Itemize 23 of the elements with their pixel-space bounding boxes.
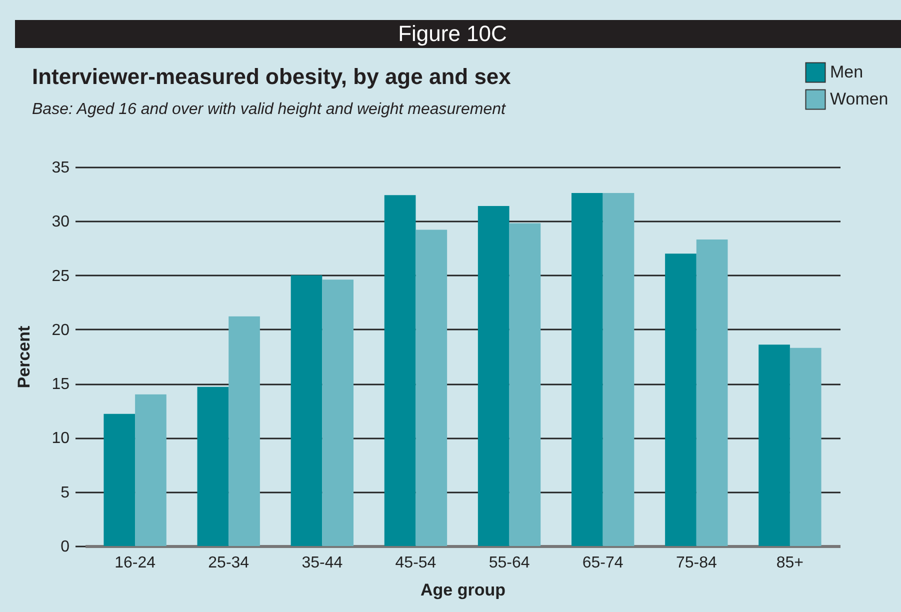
x-tick-label: 35-44 bbox=[302, 554, 343, 572]
x-tick-label: 65-74 bbox=[582, 554, 624, 572]
caption: Figure 10C bbox=[398, 21, 508, 46]
x-tick-label: 45-54 bbox=[395, 554, 436, 572]
y-tick-label: 25 bbox=[52, 268, 70, 285]
chart-title: Interviewer-measured obesity, by age and sex bbox=[32, 64, 512, 89]
y-tick-label: 0 bbox=[60, 538, 70, 556]
y-tick-label: 30 bbox=[52, 214, 70, 231]
x-tick-label: 16-24 bbox=[114, 554, 156, 572]
x-tick-label: 85+ bbox=[776, 554, 804, 572]
x-tick-label: 25-34 bbox=[208, 554, 250, 572]
x-tick-label: 75-84 bbox=[676, 554, 717, 572]
x-tick-label: 55-64 bbox=[488, 554, 530, 572]
x-axis-title: Age group bbox=[420, 580, 506, 600]
y-tick-label: 20 bbox=[52, 322, 70, 339]
y-tick-label: 35 bbox=[52, 160, 70, 176]
legend-label: Men bbox=[830, 62, 864, 82]
y-tick-label: 15 bbox=[52, 376, 70, 394]
y-tick-label: 5 bbox=[60, 484, 70, 502]
legend-label: Women bbox=[830, 90, 888, 108]
y-axis-title: Percent bbox=[14, 325, 34, 388]
chart-subtitle: Base: Aged 16 and over with valid height and weight measurement bbox=[32, 101, 506, 118]
y-tick-label: 10 bbox=[52, 430, 70, 448]
